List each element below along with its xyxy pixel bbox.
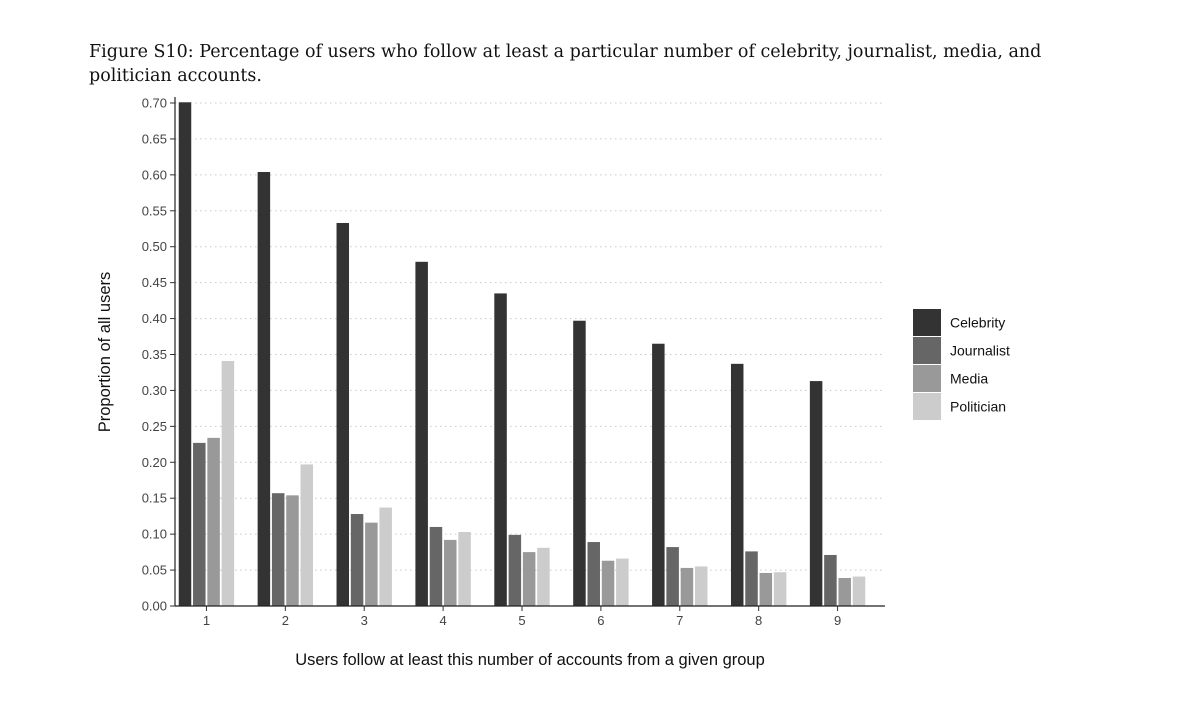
axes xyxy=(170,97,885,611)
bar-politician-1 xyxy=(221,360,235,606)
bar-media-1 xyxy=(207,437,220,606)
bar-journalist-2 xyxy=(271,493,285,606)
bar-journalist-3 xyxy=(350,514,364,606)
bar-journalist-9 xyxy=(824,554,837,606)
bar-journalist-5 xyxy=(508,534,522,606)
legend-swatch-celebrity xyxy=(913,309,941,336)
bar-celebrity-7 xyxy=(652,343,665,606)
legend-label-celebrity: Celebrity xyxy=(950,315,1005,331)
legend-swatch-media xyxy=(913,365,941,392)
x-tick-label: 6 xyxy=(597,613,604,628)
bar-journalist-8 xyxy=(745,551,758,606)
y-tick-label: 0.25 xyxy=(142,419,167,434)
y-tick-label: 0.45 xyxy=(142,275,167,290)
y-tick-label: 0.70 xyxy=(142,96,167,111)
x-tick-label: 1 xyxy=(203,613,210,628)
x-tick-labels: 1 2 3 4 5 6 7 8 9 xyxy=(203,613,841,628)
bar-politician-3 xyxy=(379,507,392,606)
bar-politician-4 xyxy=(458,531,471,606)
y-axis-title: Proportion of all users xyxy=(96,272,114,433)
y-tick-label: 0.30 xyxy=(142,383,167,398)
bar-celebrity-4 xyxy=(415,261,428,606)
y-tick-label: 0.20 xyxy=(142,455,167,470)
bar-politician-5 xyxy=(537,547,550,606)
legend-swatch-politician xyxy=(913,393,941,420)
bar-journalist-1 xyxy=(193,442,206,606)
y-tick-label: 0.35 xyxy=(142,347,167,362)
bar-politician-6 xyxy=(616,558,629,606)
bar-media-4 xyxy=(444,539,457,606)
bar-celebrity-2 xyxy=(257,171,271,607)
y-tick-label: 0.50 xyxy=(142,239,167,254)
legend-label-journalist: Journalist xyxy=(950,343,1010,359)
bar-media-3 xyxy=(365,522,378,606)
bar-media-9 xyxy=(838,577,851,606)
y-tick-label: 0.65 xyxy=(142,131,167,146)
figure-caption: Figure S10: Percentage of users who foll… xyxy=(89,42,1042,86)
y-tick-labels: 0.00 0.05 0.10 0.15 0.20 0.25 0.30 0.35 0.40 0.45… xyxy=(142,96,167,614)
bar-politician-8 xyxy=(773,572,787,606)
bar-celebrity-5 xyxy=(494,293,507,606)
x-tick-label: 8 xyxy=(755,613,762,628)
bar-celebrity-6 xyxy=(573,320,586,606)
bar-celebrity-8 xyxy=(730,363,744,606)
legend-swatch-journalist xyxy=(913,337,941,364)
x-tick-label: 9 xyxy=(834,613,841,628)
bar-politician-9 xyxy=(852,576,866,606)
bar-politician-7 xyxy=(694,566,708,606)
y-tick-label: 0.40 xyxy=(142,311,167,326)
y-tick-label: 0.00 xyxy=(142,599,167,614)
bar-media-6 xyxy=(601,560,615,606)
legend: Celebrity Journalist Media Politician xyxy=(913,309,1010,420)
bar-media-8 xyxy=(759,572,773,606)
y-tick-label: 0.05 xyxy=(142,563,167,578)
bar-celebrity-3 xyxy=(336,223,350,606)
legend-label-politician: Politician xyxy=(950,399,1006,415)
x-tick-label: 5 xyxy=(518,613,525,628)
x-tick-label: 3 xyxy=(361,613,368,628)
y-tick-label: 0.15 xyxy=(142,491,167,506)
x-tick-label: 2 xyxy=(282,613,289,628)
y-tick-label: 0.55 xyxy=(142,203,167,218)
bar-media-5 xyxy=(522,552,536,606)
y-tick-label: 0.60 xyxy=(142,167,167,182)
bar-journalist-6 xyxy=(587,542,600,606)
bar-journalist-4 xyxy=(429,526,443,606)
x-tick-label: 7 xyxy=(676,613,683,628)
bar-celebrity-1 xyxy=(178,102,192,606)
y-tick-label: 0.10 xyxy=(142,527,167,542)
bar-celebrity-9 xyxy=(809,381,823,606)
legend-label-media: Media xyxy=(950,371,988,387)
bar-media-7 xyxy=(680,567,694,606)
bars xyxy=(178,102,866,607)
bar-media-2 xyxy=(286,495,299,606)
x-tick-label: 4 xyxy=(439,613,446,628)
bar-politician-2 xyxy=(300,464,314,606)
x-axis-title: Users follow at least this number of acc… xyxy=(295,651,765,669)
bar-journalist-7 xyxy=(666,547,679,606)
